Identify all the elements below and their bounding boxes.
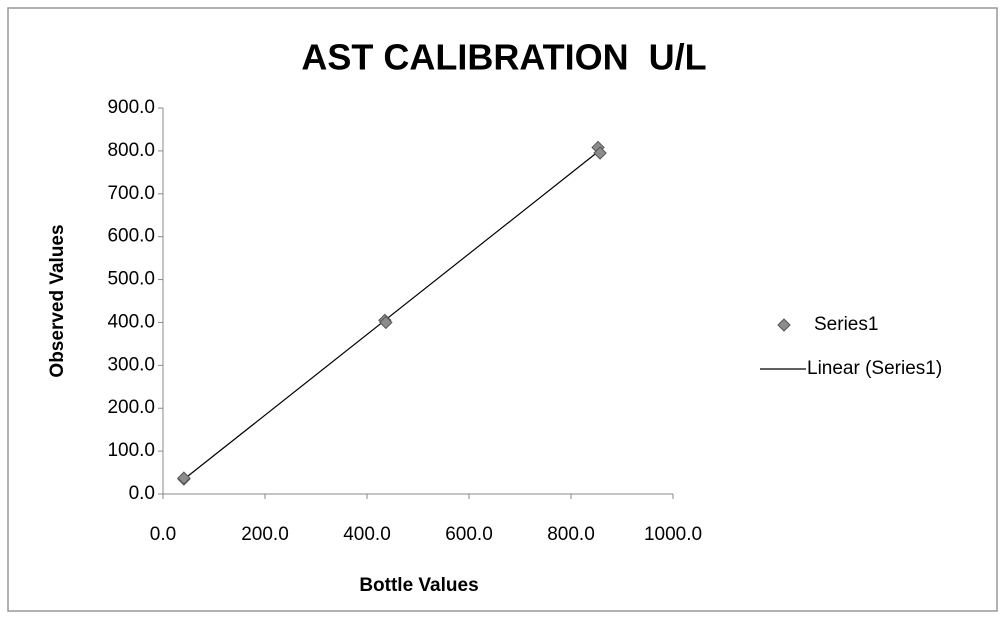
y-tick-label: 0.0: [129, 483, 155, 504]
y-tick-label: 800.0: [107, 140, 155, 161]
y-tick-label: 100.0: [107, 440, 155, 461]
x-tick-label: 1000.0: [644, 524, 702, 545]
x-tick-label: 800.0: [547, 524, 595, 545]
data-point: [379, 315, 393, 330]
y-tick-label: 200.0: [107, 397, 155, 418]
x-tick-label: 400.0: [343, 524, 391, 545]
y-tick-label: 300.0: [107, 354, 155, 375]
chart-title: AST CALIBRATION U/L: [301, 37, 706, 78]
y-axis-label: Observed Values: [47, 224, 68, 377]
trendline: [183, 149, 601, 480]
x-tick-label: 0.0: [150, 524, 176, 545]
legend-label: Linear (Series1): [807, 358, 942, 379]
legend-label: Series1: [814, 314, 878, 335]
legend-marker: [777, 318, 791, 332]
y-tick-label: 700.0: [107, 183, 155, 204]
x-tick-label: 200.0: [241, 524, 289, 545]
y-tick-label: 900.0: [107, 97, 155, 118]
x-axis-label: Bottle Values: [359, 575, 478, 596]
y-tick-label: 500.0: [107, 269, 155, 290]
chart-border: [7, 7, 998, 612]
x-tick-label: 600.0: [445, 524, 493, 545]
y-tick-label: 600.0: [107, 226, 155, 247]
data-point: [593, 146, 607, 160]
data-point: [177, 471, 191, 485]
y-tick-label: 400.0: [107, 311, 155, 332]
